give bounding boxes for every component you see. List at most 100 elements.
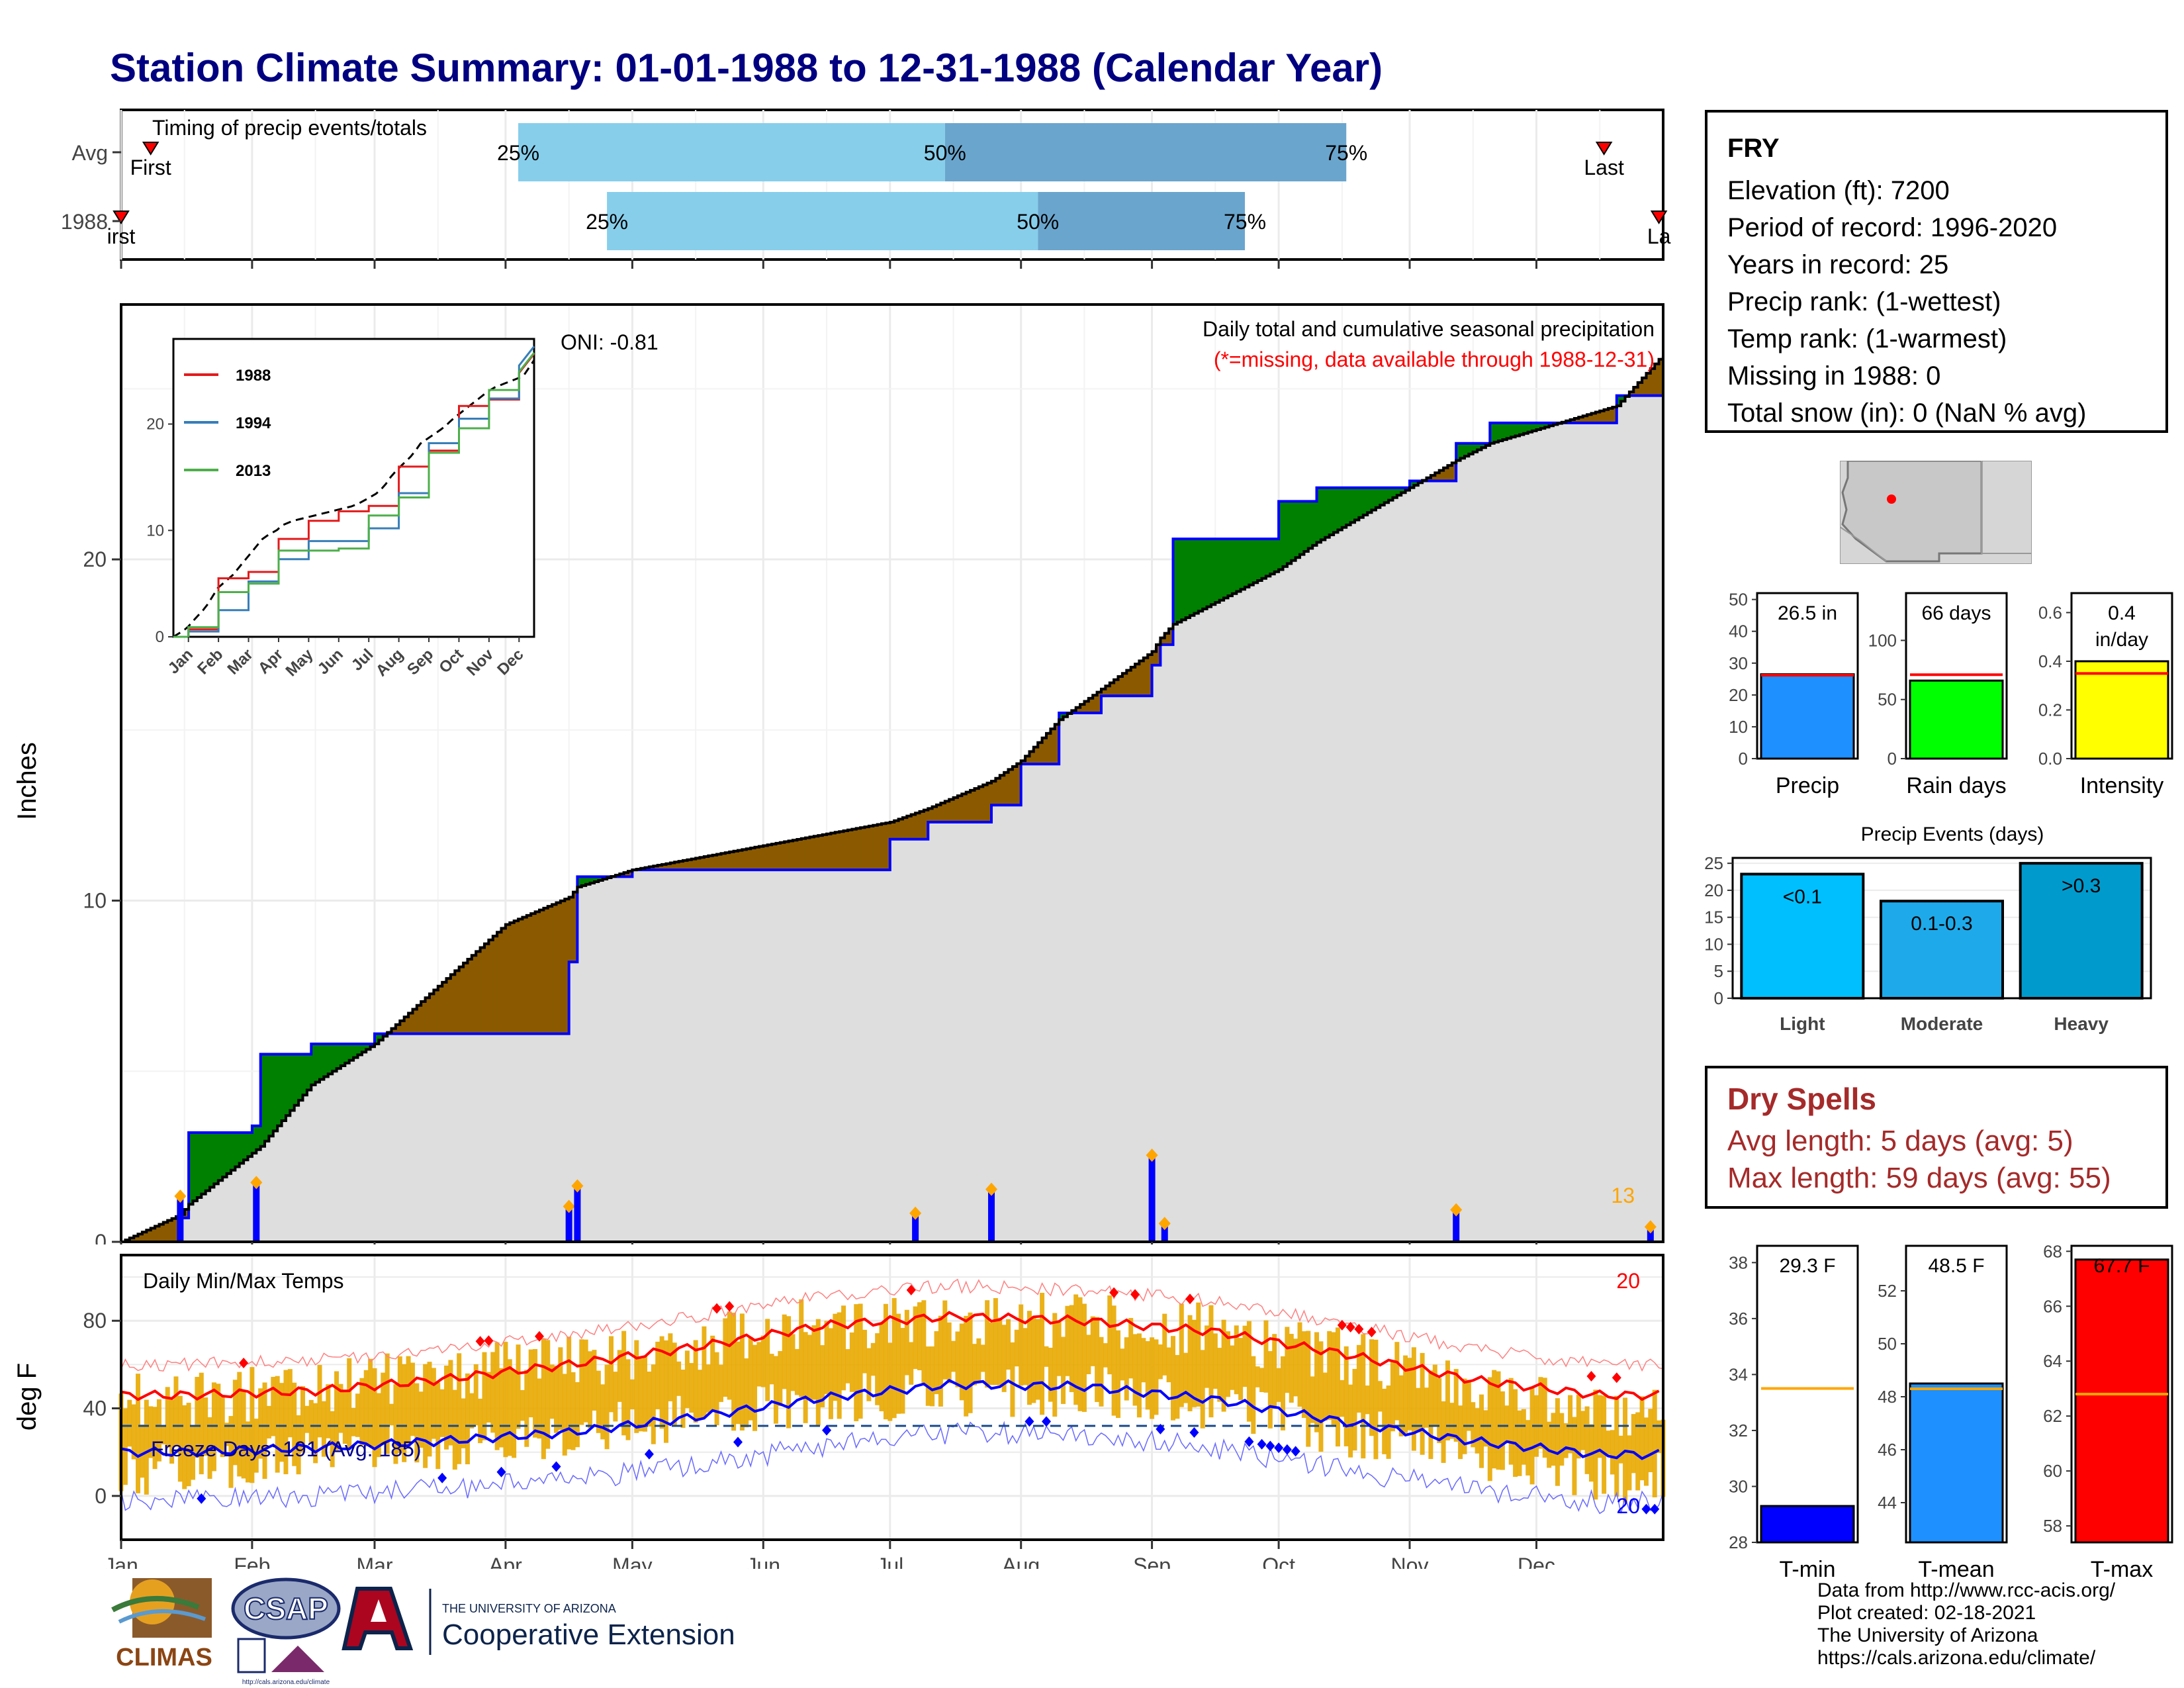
daily-temp-range-bar	[469, 1393, 475, 1429]
precip-surplus-segment	[1460, 443, 1465, 459]
events-bar-label: >0.3	[2062, 875, 2101, 897]
dry-spells-title: Dry Spells	[1727, 1082, 1876, 1116]
daily-temp-range-bar	[964, 1315, 969, 1417]
daily-temp-range-bar	[1242, 1325, 1248, 1387]
precip-surplus-segment	[581, 876, 586, 886]
precip-deficit-segment	[712, 855, 717, 870]
station-location-marker	[1887, 494, 1896, 504]
precip-surplus-segment	[214, 1133, 219, 1184]
precip-deficit-segment	[1582, 416, 1588, 423]
precip-deficit-segment	[437, 986, 443, 1034]
daily-temp-range-bar	[224, 1423, 230, 1446]
daily-temp-range-bar	[997, 1317, 1003, 1385]
month-tick-label: Sep	[1133, 1554, 1171, 1569]
record-high-marker	[1130, 1289, 1140, 1300]
precip-surplus-segment	[1236, 539, 1242, 592]
daily-temp-range-bar	[567, 1336, 572, 1450]
timing-p75-label: 75%	[1325, 141, 1367, 165]
daily-temp-range-bar	[122, 1408, 128, 1485]
daily-temp-range-bar	[1010, 1342, 1015, 1417]
mini-chart-bar	[1909, 1382, 2004, 1544]
daily-temp-range-bar	[334, 1371, 340, 1450]
daily-temp-range-bar	[1077, 1297, 1083, 1411]
precip-deficit-segment	[944, 801, 950, 822]
month-tick-label: Oct	[1262, 1554, 1295, 1569]
mini-chart-rain-days: 66 days 0 50 100 Rain days	[1868, 592, 2008, 798]
daily-temp-range-bar	[1593, 1389, 1598, 1500]
daily-temp-range-bar	[490, 1352, 496, 1433]
precip-deficit-segment	[408, 1013, 414, 1034]
daily-temp-range-bar	[942, 1300, 948, 1380]
daily-temp-range-bar	[165, 1387, 170, 1448]
climas-logo: CLIMAS	[111, 1578, 212, 1671]
precip-deficit-segment	[932, 806, 937, 822]
dry-spells-max: Max length: 59 days (avg: 55)	[1727, 1162, 2111, 1194]
daily-temp-range-bar	[1272, 1334, 1277, 1409]
precip-deficit-segment	[864, 827, 870, 870]
temp-frame	[120, 1254, 1664, 1541]
precip-surplus-segment	[1316, 487, 1322, 543]
precip-deficit-segment	[1084, 701, 1089, 713]
precip-surplus-segment	[1245, 539, 1250, 587]
daily-temp-range-bar	[1572, 1417, 1577, 1495]
daily-temp-range-bar	[845, 1349, 850, 1383]
precip-surplus-segment	[598, 876, 604, 880]
precip-deficit-segment	[565, 899, 570, 1034]
daily-temp-range-bar	[533, 1349, 538, 1438]
precip-deficit-segment	[1004, 772, 1009, 806]
daily-temp-range-bar	[1141, 1338, 1146, 1383]
precip-heading: Daily total and cumulative seasonal prec…	[1203, 317, 1655, 341]
precip-surplus-segment	[1527, 422, 1533, 432]
daily-temp-range-bar	[516, 1344, 521, 1429]
daily-temp-range-bar	[592, 1350, 597, 1411]
temp-y-tick-label: 80	[83, 1309, 107, 1333]
precip-surplus-segment	[1219, 539, 1224, 600]
credit-url: https://cals.arizona.edu/climate/	[1817, 1647, 2096, 1669]
month-tick-label: Mar	[356, 1554, 392, 1569]
daily-temp-range-bar	[570, 1372, 576, 1450]
precip-deficit-segment	[970, 790, 976, 822]
daily-temp-range-bar	[177, 1395, 183, 1482]
precip-deficit-segment	[501, 928, 506, 1034]
daily-temp-range-bar	[1618, 1435, 1623, 1464]
temp-y-tick-label: 0	[95, 1484, 107, 1508]
precip-surplus-segment	[1177, 539, 1182, 622]
precip-deficit-segment	[155, 1226, 160, 1242]
logos: CLIMAS CSAP http://cals.arizona.edu/clim…	[111, 1577, 735, 1686]
daily-temp-range-bar	[537, 1378, 542, 1439]
mini-chart-y-tick-label: 64	[2043, 1351, 2062, 1371]
daily-temp-range-bar	[574, 1382, 580, 1448]
mini-chart-y-tick-label: 48	[1878, 1387, 1897, 1407]
precip-deficit-segment	[1430, 475, 1435, 481]
precip-surplus-segment	[1203, 539, 1208, 609]
precip-deficit-segment	[987, 782, 992, 822]
precip-deficit-segment	[1574, 418, 1579, 423]
precip-surplus-segment	[1536, 422, 1541, 430]
daily-temp-range-bar	[402, 1364, 407, 1462]
daily-temp-range-bar	[1056, 1322, 1062, 1376]
precip-deficit-segment	[809, 837, 815, 870]
daily-temp-range-bar	[262, 1382, 267, 1479]
precip-surplus-segment	[260, 1054, 265, 1147]
precip-surplus-segment	[594, 876, 599, 882]
daily-temp-range-bar	[803, 1332, 808, 1423]
csap-url: http://cals.arizona.edu/climate	[242, 1679, 330, 1686]
daily-temp-range-bar	[1555, 1398, 1560, 1486]
inset-average-line	[173, 359, 535, 638]
precip-deficit-segment	[446, 978, 451, 1034]
daily-temp-range-bar	[955, 1331, 960, 1387]
precip-deficit-segment	[928, 808, 933, 822]
daily-temp-range-bar	[1643, 1417, 1649, 1486]
events-bar-label: <0.1	[1783, 886, 1822, 908]
mini-chart-y-tick-label: 28	[1729, 1532, 1748, 1552]
daily-temp-range-bar	[828, 1328, 833, 1419]
precip-surplus-segment	[1465, 443, 1469, 457]
precip-deficit-segment	[1050, 729, 1056, 765]
daily-temp-range-bar	[410, 1362, 415, 1436]
daily-temp-range-bar	[258, 1388, 263, 1459]
daily-temp-range-bar	[1648, 1409, 1653, 1472]
precip-surplus-segment	[1621, 395, 1626, 401]
precip-deficit-segment	[1600, 410, 1605, 423]
precip-surplus-segment	[281, 1054, 287, 1121]
daily-temp-range-bar	[363, 1370, 369, 1446]
